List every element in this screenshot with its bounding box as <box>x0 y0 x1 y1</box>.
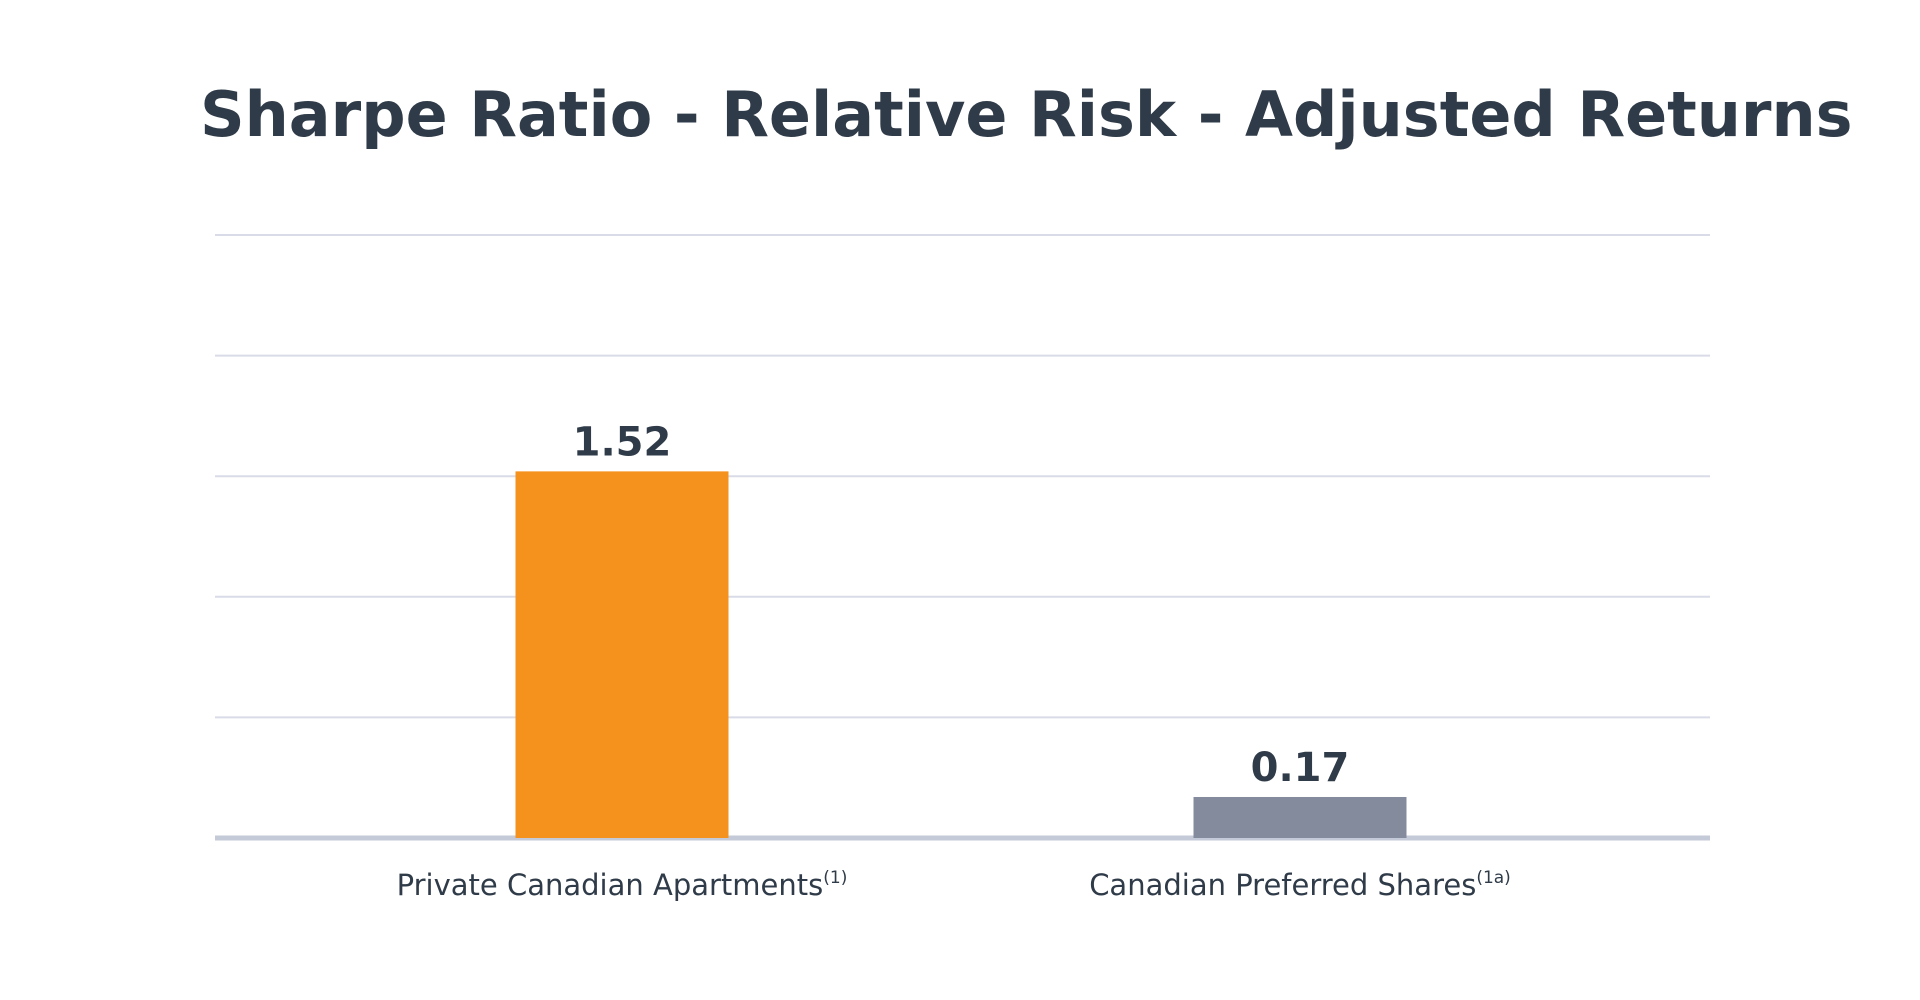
category-superscript-2: (1a) <box>1476 868 1511 888</box>
bars <box>515 471 1407 838</box>
category-labels: Private Canadian Apartments(1) Canadian P… <box>397 868 1511 902</box>
gridlines <box>215 234 1710 841</box>
category-label-text-1: Private Canadian Apartments <box>397 868 824 902</box>
category-label-text-2: Canadian Preferred Shares <box>1089 868 1476 902</box>
data-labels: 1.52 0.17 <box>573 419 1350 791</box>
chart-title: Sharpe Ratio - Relative Risk - Adjusted … <box>200 78 1853 151</box>
data-label-2: 0.17 <box>1251 745 1350 791</box>
category-label-2: Canadian Preferred Shares(1a) <box>1089 868 1511 902</box>
category-superscript-1: (1) <box>823 868 847 888</box>
category-label-1: Private Canadian Apartments(1) <box>397 868 848 902</box>
data-label-1: 1.52 <box>573 419 672 465</box>
bar-2 <box>1193 796 1407 838</box>
bar-1 <box>515 471 729 838</box>
